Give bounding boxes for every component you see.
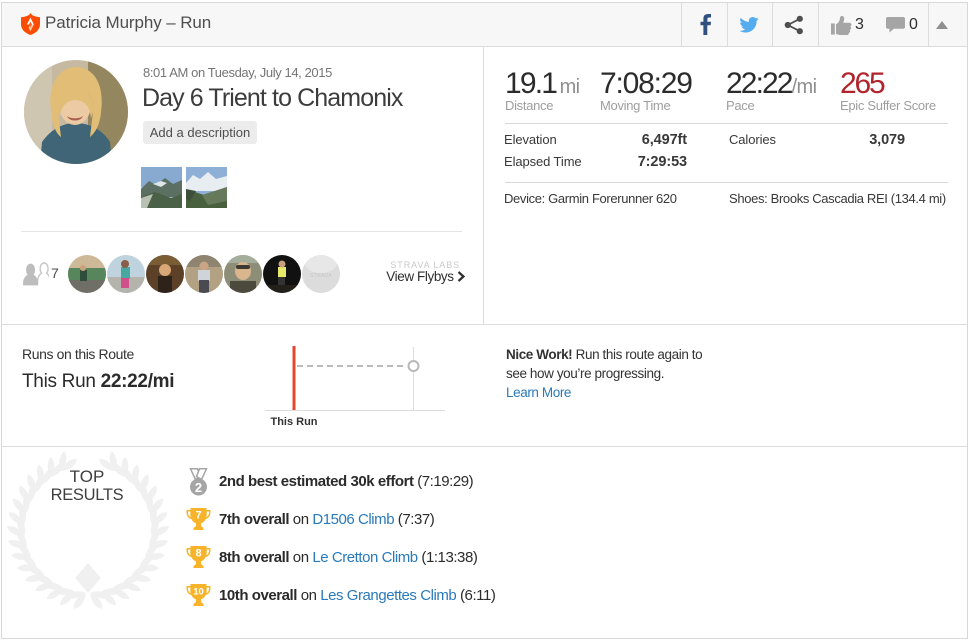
svg-text:This Run: This Run xyxy=(270,416,317,428)
svg-text:7: 7 xyxy=(195,510,201,522)
svg-text:10: 10 xyxy=(193,587,204,598)
svg-text:2: 2 xyxy=(195,480,202,495)
svg-text:8: 8 xyxy=(195,548,201,560)
svg-text:RESULTS: RESULTS xyxy=(51,486,124,504)
svg-text:STRAVA: STRAVA xyxy=(310,273,332,279)
svg-text:TOP: TOP xyxy=(70,467,105,486)
